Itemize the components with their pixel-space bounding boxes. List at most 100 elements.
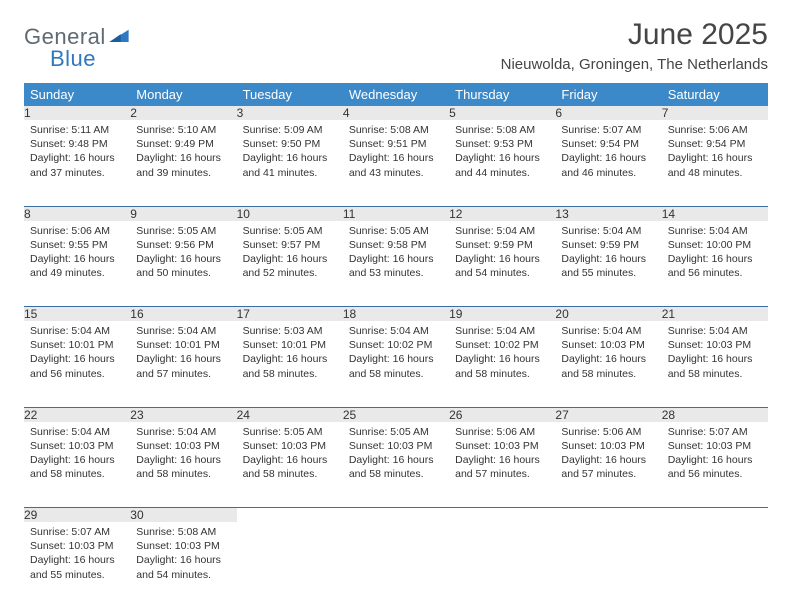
sunrise: Sunrise: 5:03 AM <box>243 324 337 338</box>
sunset: Sunset: 9:56 PM <box>136 238 230 252</box>
sunset: Sunset: 9:59 PM <box>561 238 655 252</box>
day-details: Sunrise: 5:05 AMSunset: 9:57 PMDaylight:… <box>237 221 343 285</box>
logo-triangle-icon <box>109 28 129 47</box>
daylight-line1: Daylight: 16 hours <box>668 252 762 266</box>
day-details: Sunrise: 5:04 AMSunset: 9:59 PMDaylight:… <box>449 221 555 285</box>
day-cell: Sunrise: 5:10 AMSunset: 9:49 PMDaylight:… <box>130 120 236 206</box>
daylight-line1: Daylight: 16 hours <box>30 453 124 467</box>
day-details: Sunrise: 5:04 AMSunset: 9:59 PMDaylight:… <box>555 221 661 285</box>
daylight-line2: and 53 minutes. <box>349 266 443 280</box>
sunset: Sunset: 10:03 PM <box>136 439 230 453</box>
day-number: 14 <box>662 206 768 221</box>
daylight-line1: Daylight: 16 hours <box>136 453 230 467</box>
sunrise: Sunrise: 5:04 AM <box>455 224 549 238</box>
day-cell: Sunrise: 5:05 AMSunset: 9:57 PMDaylight:… <box>237 221 343 307</box>
weekday-saturday: Saturday <box>662 83 768 106</box>
daylight-line1: Daylight: 16 hours <box>455 453 549 467</box>
weekday-friday: Friday <box>555 83 661 106</box>
day-details: Sunrise: 5:07 AMSunset: 10:03 PMDaylight… <box>24 522 130 586</box>
sunset: Sunset: 10:03 PM <box>30 539 124 553</box>
day-number: 21 <box>662 307 768 322</box>
day-cell <box>343 522 449 608</box>
daylight-line2: and 54 minutes. <box>455 266 549 280</box>
day-number: 9 <box>130 206 236 221</box>
sunrise: Sunrise: 5:06 AM <box>668 123 762 137</box>
daylight-line1: Daylight: 16 hours <box>243 151 337 165</box>
daylight-line1: Daylight: 16 hours <box>455 252 549 266</box>
sunrise: Sunrise: 5:10 AM <box>136 123 230 137</box>
week-row: Sunrise: 5:07 AMSunset: 10:03 PMDaylight… <box>24 522 768 608</box>
sunset: Sunset: 10:03 PM <box>243 439 337 453</box>
logo: GeneralBlue <box>24 18 129 72</box>
daylight-line1: Daylight: 16 hours <box>561 252 655 266</box>
day-cell: Sunrise: 5:09 AMSunset: 9:50 PMDaylight:… <box>237 120 343 206</box>
sunrise: Sunrise: 5:06 AM <box>455 425 549 439</box>
day-details: Sunrise: 5:04 AMSunset: 10:03 PMDaylight… <box>662 321 768 385</box>
week-row: Sunrise: 5:11 AMSunset: 9:48 PMDaylight:… <box>24 120 768 206</box>
sunset: Sunset: 9:49 PM <box>136 137 230 151</box>
daylight-line1: Daylight: 16 hours <box>455 151 549 165</box>
sunset: Sunset: 9:54 PM <box>561 137 655 151</box>
day-details: Sunrise: 5:08 AMSunset: 9:51 PMDaylight:… <box>343 120 449 184</box>
day-number: 28 <box>662 407 768 422</box>
day-number: 15 <box>24 307 130 322</box>
daynum-row: 2930 <box>24 508 768 523</box>
daylight-line2: and 43 minutes. <box>349 166 443 180</box>
day-cell: Sunrise: 5:04 AMSunset: 10:02 PMDaylight… <box>343 321 449 407</box>
day-number: 23 <box>130 407 236 422</box>
sunset: Sunset: 10:02 PM <box>455 338 549 352</box>
day-details: Sunrise: 5:06 AMSunset: 10:03 PMDaylight… <box>449 422 555 486</box>
day-cell: Sunrise: 5:04 AMSunset: 10:00 PMDaylight… <box>662 221 768 307</box>
day-number <box>662 508 768 523</box>
day-number: 29 <box>24 508 130 523</box>
weekday-sunday: Sunday <box>24 83 130 106</box>
day-cell: Sunrise: 5:04 AMSunset: 10:01 PMDaylight… <box>130 321 236 407</box>
daynum-row: 891011121314 <box>24 206 768 221</box>
day-number: 3 <box>237 106 343 120</box>
day-cell <box>449 522 555 608</box>
daylight-line2: and 58 minutes. <box>243 367 337 381</box>
daylight-line2: and 55 minutes. <box>561 266 655 280</box>
day-number: 10 <box>237 206 343 221</box>
daylight-line2: and 57 minutes. <box>455 467 549 481</box>
sunset: Sunset: 10:03 PM <box>668 338 762 352</box>
daylight-line1: Daylight: 16 hours <box>349 352 443 366</box>
weekday-thursday: Thursday <box>449 83 555 106</box>
daylight-line2: and 46 minutes. <box>561 166 655 180</box>
daylight-line2: and 58 minutes. <box>668 367 762 381</box>
sunrise: Sunrise: 5:04 AM <box>668 224 762 238</box>
day-cell: Sunrise: 5:11 AMSunset: 9:48 PMDaylight:… <box>24 120 130 206</box>
day-details: Sunrise: 5:04 AMSunset: 10:03 PMDaylight… <box>555 321 661 385</box>
day-details: Sunrise: 5:06 AMSunset: 9:54 PMDaylight:… <box>662 120 768 184</box>
day-number: 5 <box>449 106 555 120</box>
sunset: Sunset: 10:02 PM <box>349 338 443 352</box>
sunrise: Sunrise: 5:11 AM <box>30 123 124 137</box>
sunset: Sunset: 9:55 PM <box>30 238 124 252</box>
daylight-line2: and 58 minutes. <box>349 367 443 381</box>
week-row: Sunrise: 5:04 AMSunset: 10:01 PMDaylight… <box>24 321 768 407</box>
day-details: Sunrise: 5:04 AMSunset: 10:00 PMDaylight… <box>662 221 768 285</box>
daylight-line2: and 58 minutes. <box>561 367 655 381</box>
sunset: Sunset: 9:53 PM <box>455 137 549 151</box>
day-details: Sunrise: 5:06 AMSunset: 9:55 PMDaylight:… <box>24 221 130 285</box>
daylight-line2: and 39 minutes. <box>136 166 230 180</box>
sunrise: Sunrise: 5:04 AM <box>668 324 762 338</box>
day-cell: Sunrise: 5:07 AMSunset: 10:03 PMDaylight… <box>24 522 130 608</box>
daylight-line1: Daylight: 16 hours <box>243 252 337 266</box>
day-number <box>555 508 661 523</box>
day-cell: Sunrise: 5:04 AMSunset: 9:59 PMDaylight:… <box>449 221 555 307</box>
calendar-table: Sunday Monday Tuesday Wednesday Thursday… <box>24 83 768 608</box>
daylight-line1: Daylight: 16 hours <box>30 553 124 567</box>
day-number: 19 <box>449 307 555 322</box>
daylight-line1: Daylight: 16 hours <box>243 453 337 467</box>
daylight-line2: and 57 minutes. <box>136 367 230 381</box>
daylight-line1: Daylight: 16 hours <box>136 352 230 366</box>
day-details: Sunrise: 5:05 AMSunset: 9:58 PMDaylight:… <box>343 221 449 285</box>
day-number: 2 <box>130 106 236 120</box>
day-details: Sunrise: 5:08 AMSunset: 9:53 PMDaylight:… <box>449 120 555 184</box>
sunrise: Sunrise: 5:05 AM <box>136 224 230 238</box>
daylight-line2: and 55 minutes. <box>30 568 124 582</box>
sunset: Sunset: 10:03 PM <box>136 539 230 553</box>
sunrise: Sunrise: 5:05 AM <box>349 224 443 238</box>
sunrise: Sunrise: 5:04 AM <box>561 324 655 338</box>
